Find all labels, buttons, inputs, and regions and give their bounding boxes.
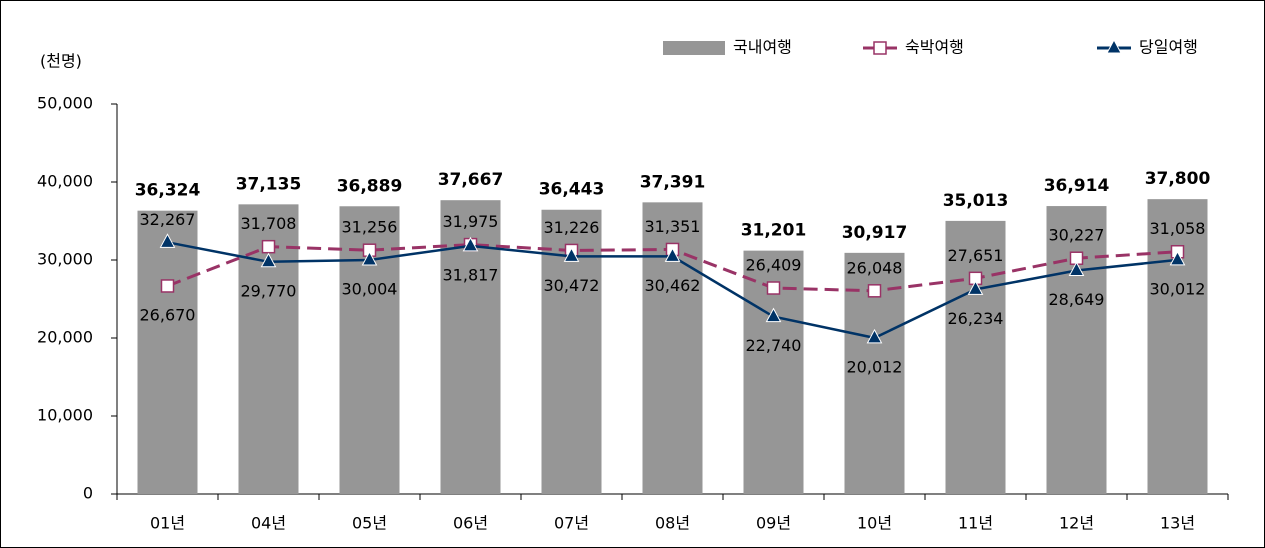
line-value-label: 30,472 (544, 276, 600, 295)
line-marker (766, 281, 781, 295)
y-tick-label: 40,000 (37, 172, 93, 191)
bar-value-label: 36,889 (337, 176, 403, 196)
line-value-label: 20,012 (847, 357, 903, 376)
line-value-label: 29,770 (241, 281, 297, 300)
x-tick-label: 10년 (857, 514, 892, 533)
line-value-label: 31,058 (1150, 219, 1206, 238)
line-marker (866, 328, 883, 344)
line-marker (765, 307, 782, 323)
y-axis-label: (천명) (40, 52, 82, 71)
line-value-label: 22,740 (746, 336, 802, 355)
line-marker (867, 284, 882, 298)
line-value-label: 31,975 (443, 212, 499, 231)
bar-value-label: 35,013 (943, 191, 1009, 211)
bar-value-label: 30,917 (842, 223, 908, 243)
line-value-label: 31,708 (241, 214, 297, 233)
line-marker (159, 233, 176, 248)
y-tick-label: 20,000 (37, 328, 93, 347)
line-marker (1169, 250, 1186, 266)
x-tick-label: 12년 (1059, 514, 1094, 533)
y-tick-label: 0 (83, 484, 93, 503)
line-value-label: 30,012 (1150, 279, 1206, 298)
bar (1046, 206, 1107, 494)
bar-value-label: 37,391 (640, 172, 706, 192)
bar-value-label: 36,914 (1044, 176, 1110, 196)
bar (137, 210, 198, 495)
y-tick-label: 10,000 (37, 406, 93, 425)
x-tick-label: 07년 (554, 514, 589, 533)
y-tick-label: 50,000 (37, 94, 93, 113)
line-value-label: 26,409 (746, 256, 802, 275)
x-tick-label: 05년 (352, 514, 387, 533)
bar (1147, 199, 1208, 494)
x-tick-label: 01년 (150, 514, 185, 533)
legend-swatch (663, 41, 725, 55)
x-tick-label: 09년 (756, 514, 791, 533)
x-tick-label: 13년 (1160, 514, 1195, 533)
bar-value-label: 31,201 (741, 221, 807, 241)
line-marker (664, 247, 681, 262)
line-marker (261, 239, 276, 254)
legend-marker (1106, 38, 1122, 54)
bar (945, 220, 1006, 494)
bar-value-label: 36,443 (539, 180, 605, 200)
line-marker (967, 280, 984, 295)
bar-value-label: 37,667 (438, 170, 504, 190)
line-value-label: 26,234 (948, 309, 1004, 328)
line-value-label: 31,817 (443, 265, 499, 284)
line-value-label: 27,651 (948, 246, 1004, 265)
line-value-label: 31,351 (645, 217, 701, 236)
line-value-label: 30,462 (645, 276, 701, 295)
legend-label: 숙박여행 (905, 38, 964, 57)
line-marker (260, 252, 277, 268)
x-tick-label: 06년 (453, 514, 488, 533)
line-marker (160, 279, 175, 293)
bar-value-label: 37,135 (236, 174, 302, 194)
line-value-label: 30,004 (342, 279, 398, 298)
line-value-label: 31,256 (342, 218, 398, 237)
line-value-label: 26,048 (847, 258, 903, 277)
line-marker (563, 247, 580, 262)
line-value-label: 28,649 (1049, 290, 1105, 309)
x-tick-label: 04년 (251, 514, 286, 533)
y-tick-label: 30,000 (37, 250, 93, 269)
x-tick-label: 08년 (655, 514, 690, 533)
line-value-label: 30,227 (1049, 226, 1105, 245)
line-value-label: 26,670 (140, 305, 196, 324)
bar-value-label: 37,800 (1145, 169, 1211, 189)
line-value-label: 31,226 (544, 218, 600, 237)
line-marker (361, 250, 378, 266)
bar-value-label: 36,324 (135, 181, 201, 201)
line-marker (462, 236, 479, 252)
x-tick-label: 11년 (958, 514, 993, 533)
legend-label: 당일여행 (1139, 38, 1198, 57)
line-value-label: 32,267 (140, 210, 196, 229)
legend-label: 국내여행 (733, 38, 792, 57)
line-marker (1068, 261, 1085, 277)
legend-marker (873, 41, 887, 55)
